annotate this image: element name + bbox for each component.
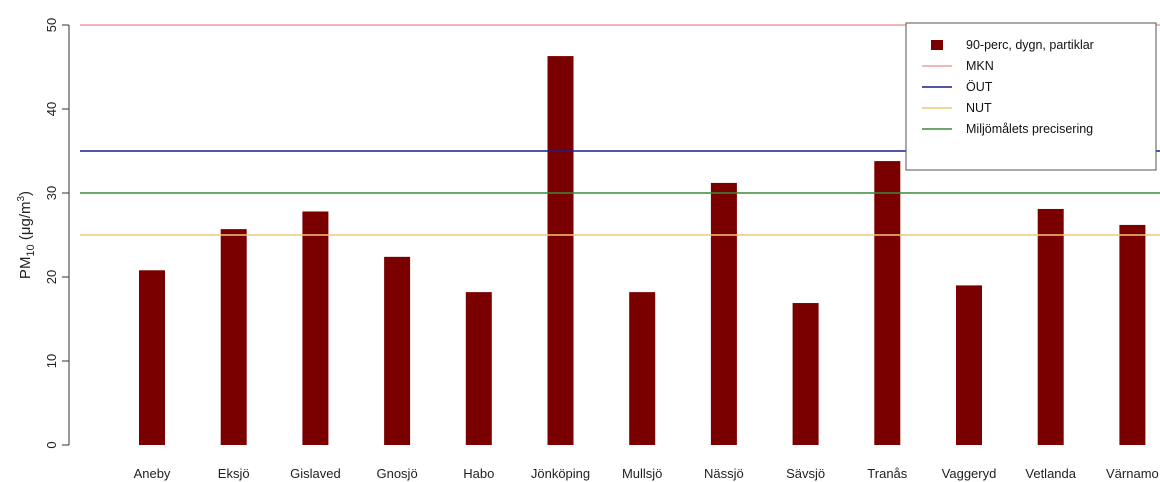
y-tick-label: 40 xyxy=(44,102,59,116)
legend-box xyxy=(905,22,1157,171)
bar xyxy=(792,303,819,445)
legend-label-mkn: MKN xyxy=(966,59,994,73)
x-tick-label: Jönköping xyxy=(531,466,590,481)
bar xyxy=(547,56,574,445)
x-tick-labels: Aneby Eksjö Gislaved Gnosjö Habo Jönköping Mul… xyxy=(134,466,1159,481)
y-tick-label: 30 xyxy=(44,186,59,200)
x-tick-label: Tranås xyxy=(867,466,907,481)
legend-swatch-series xyxy=(931,40,943,50)
legend-label-series: 90-perc, dygn, partiklar xyxy=(966,38,1094,52)
x-tick-label: Aneby xyxy=(134,466,171,481)
y-tick-label: 0 xyxy=(44,441,59,448)
x-tick-label: Habo xyxy=(463,466,494,481)
legend: 90-perc, dygn, partiklar MKN ÖUT NUT Mil… xyxy=(905,22,1157,171)
legend-label-nut: NUT xyxy=(966,101,992,115)
bar xyxy=(384,256,411,445)
y-axis: 0 10 20 30 40 50 xyxy=(44,18,70,449)
x-tick-label: Nässjö xyxy=(704,466,744,481)
x-tick-label: Vetlanda xyxy=(1025,466,1076,481)
bar xyxy=(629,292,656,445)
y-tick-label: 10 xyxy=(44,354,59,368)
bar xyxy=(220,229,247,445)
x-tick-label: Gislaved xyxy=(290,466,341,481)
x-tick-label: Mullsjö xyxy=(622,466,662,481)
bar xyxy=(139,270,165,445)
y-axis-title: PM10 (μg/m3) xyxy=(16,191,37,279)
bars xyxy=(139,56,1146,446)
bar xyxy=(956,285,982,445)
x-tick-label: Värnamo xyxy=(1106,466,1159,481)
x-tick-label: Eksjö xyxy=(218,466,250,481)
legend-label-precisering: Miljömålets precisering xyxy=(966,122,1093,136)
bar xyxy=(710,182,737,446)
y-tick-label: 20 xyxy=(44,270,59,284)
bar xyxy=(302,211,329,445)
y-tick-label: 50 xyxy=(44,18,59,32)
bar xyxy=(1119,224,1146,445)
x-tick-label: Gnosjö xyxy=(376,466,417,481)
x-tick-label: Vaggeryd xyxy=(942,466,997,481)
legend-label-out: ÖUT xyxy=(966,80,993,94)
bar xyxy=(874,161,901,445)
bar xyxy=(1037,208,1064,445)
x-tick-label: Sävsjö xyxy=(786,466,825,481)
bar xyxy=(465,292,492,445)
